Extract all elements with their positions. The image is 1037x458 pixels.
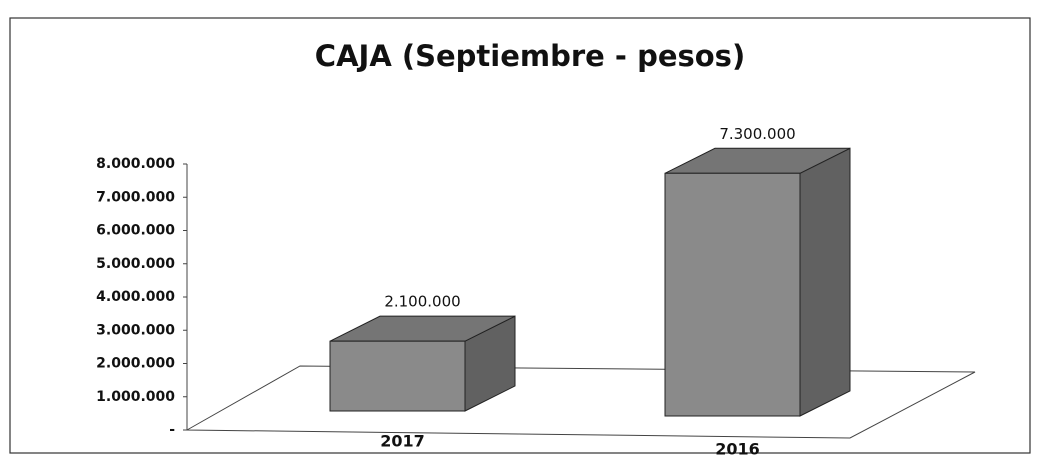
x-tick-label: 2017 bbox=[380, 432, 425, 451]
y-tick-label: 5.000.000 bbox=[96, 256, 175, 272]
x-tick-label: 2016 bbox=[715, 440, 760, 458]
y-tick-label: 7.000.000 bbox=[96, 189, 175, 205]
y-tick-label: 1.000.000 bbox=[96, 389, 175, 405]
y-tick-label: 4.000.000 bbox=[96, 289, 175, 305]
chart-frame bbox=[9, 17, 1031, 454]
y-tick-label: 8.000.000 bbox=[96, 156, 175, 172]
y-tick-label: - bbox=[169, 422, 175, 438]
y-tick-label: 2.000.000 bbox=[96, 356, 175, 372]
bar bbox=[664, 172, 801, 417]
floor bbox=[185, 365, 976, 439]
y-tick-label: 6.000.000 bbox=[96, 223, 175, 239]
bar-side bbox=[799, 147, 851, 417]
value-label: 7.300.000 bbox=[719, 125, 795, 143]
y-tick-label: 3.000.000 bbox=[96, 322, 175, 338]
value-label: 2.100.000 bbox=[384, 293, 460, 311]
bar bbox=[329, 340, 466, 412]
chart-title: CAJA (Septiembre - pesos) bbox=[315, 39, 745, 73]
